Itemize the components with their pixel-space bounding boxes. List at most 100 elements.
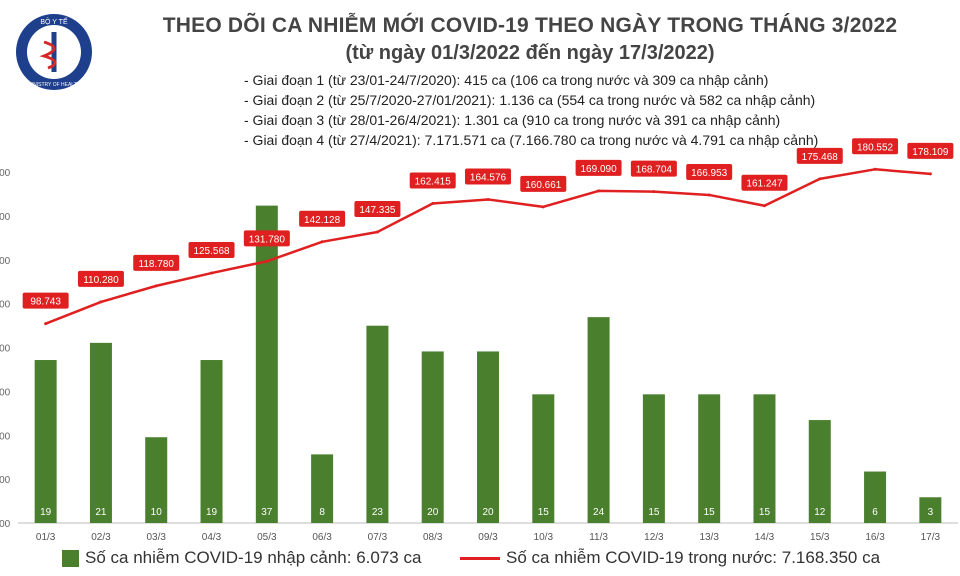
line-point	[707, 193, 711, 197]
bar-value-label: 20	[427, 507, 439, 518]
line-label-box	[243, 230, 290, 247]
x-tick-label: 08/3	[423, 532, 443, 543]
bar-value-label: 21	[95, 507, 107, 518]
phase-item-1: - Giai đoạn 1 (từ 23/01-24/7/2020): 415 …	[244, 72, 769, 88]
line-label-box	[22, 292, 69, 309]
line-point	[928, 172, 932, 176]
x-tick-label: 17/3	[921, 532, 941, 543]
bar-value-label: 12	[814, 507, 826, 518]
bar	[808, 420, 831, 523]
x-tick-label: 13/3	[699, 532, 719, 543]
bar	[587, 317, 610, 523]
bar	[255, 205, 278, 523]
x-tick-label: 03/3	[147, 532, 167, 543]
line-point	[99, 300, 103, 304]
line-value-label: 125.568	[193, 246, 230, 257]
bar-value-label: 19	[40, 507, 52, 518]
line-label-box	[409, 172, 456, 189]
x-tick-label: 05/3	[257, 532, 277, 543]
phase-item-2: - Giai đoạn 2 (từ 25/7/2020-27/01/2021):…	[244, 92, 816, 108]
bar	[34, 360, 57, 523]
line-label-box	[465, 168, 511, 185]
line-value-label: 160.661	[525, 180, 562, 191]
x-tick-label: 12/3	[644, 532, 664, 543]
bar-value-label: 3	[928, 507, 934, 518]
line-point	[265, 259, 269, 263]
bar-value-label: 19	[206, 507, 218, 518]
chart-subtitle: (từ ngày 01/3/2022 đến ngày 17/3/2022)	[345, 42, 715, 64]
logo-text-bottom: MINISTRY OF HEALTH	[28, 82, 81, 88]
bar-value-label: 20	[482, 507, 494, 518]
line-value-label: 98.743	[30, 297, 61, 308]
line-label-box	[520, 175, 567, 192]
line-point	[154, 284, 158, 288]
line-series	[45, 168, 931, 325]
x-tick-label: 06/3	[312, 532, 332, 543]
bar-value-label: 8	[319, 507, 325, 518]
line-value-label: 162.415	[415, 177, 452, 188]
phase-list: - Giai đoạn 1 (từ 23/01-24/7/2020): 415 …	[244, 70, 818, 150]
line-value-label: 142.128	[304, 215, 341, 226]
line-label-box	[354, 200, 401, 217]
line-point	[873, 167, 877, 171]
bar	[89, 342, 112, 523]
line-label-box	[686, 163, 733, 180]
bar-value-label: 23	[372, 507, 384, 518]
bar	[311, 454, 334, 523]
line-label-box	[852, 138, 899, 155]
bar	[477, 351, 499, 523]
line-point	[597, 189, 601, 193]
x-tick-label: 16/3	[865, 532, 885, 543]
line-value-label: 175.468	[802, 152, 839, 163]
line-point	[210, 271, 214, 275]
chart-legend: Số ca nhiễm COVID-19 nhập cảnh: 6.073 ca…	[0, 548, 960, 572]
bar	[753, 394, 776, 523]
bar	[532, 394, 555, 523]
ministry-logo: BỘ Y TẾ MINISTRY OF HEALTH	[16, 14, 92, 90]
bar-value-label: 10	[151, 507, 163, 518]
x-tick-label: 15/3	[810, 532, 830, 543]
bar	[698, 394, 721, 523]
line-value-label: 164.576	[470, 172, 507, 183]
phase-item-4: - Giai đoạn 4 (từ 27/4/2021): 7.171.571 …	[244, 132, 819, 148]
line-value-label: 118.780	[139, 259, 175, 270]
line-point	[762, 204, 766, 208]
logo-staff	[51, 32, 57, 72]
bar	[421, 351, 444, 523]
bar-value-label: 15	[648, 507, 660, 518]
legend-line-label: Số ca nhiễm COVID-19 trong nước: 7.168.3…	[506, 548, 881, 567]
x-tick-label: 11/3	[589, 532, 608, 543]
line-label-box	[630, 160, 677, 177]
bar-value-label: 15	[759, 507, 771, 518]
line-point	[818, 177, 822, 181]
phase-item-3: - Giai đoạn 3 (từ 28/01-26/4/2021): 1.30…	[244, 112, 781, 128]
bar	[145, 437, 168, 523]
logo-serpent	[39, 40, 57, 70]
line-point	[486, 197, 490, 201]
bar	[864, 471, 887, 523]
bar-value-label: 37	[261, 507, 273, 518]
line-point	[652, 190, 656, 194]
line-label-box	[796, 147, 843, 164]
bar-value-label: 24	[593, 507, 605, 518]
x-tick-label: 09/3	[478, 532, 498, 543]
line-point	[320, 240, 324, 244]
bar-value-label: 6	[872, 507, 878, 518]
bar	[200, 360, 223, 523]
line-value-label: 147.335	[359, 205, 396, 216]
line-value-label: 169.090	[581, 164, 618, 175]
line-label-box	[133, 254, 180, 271]
x-tick-label: 10/3	[534, 532, 554, 543]
line-point	[431, 202, 435, 206]
legend-item-line: Số ca nhiễm COVID-19 trong nước: 7.168.3…	[460, 548, 880, 568]
bar	[919, 497, 942, 523]
